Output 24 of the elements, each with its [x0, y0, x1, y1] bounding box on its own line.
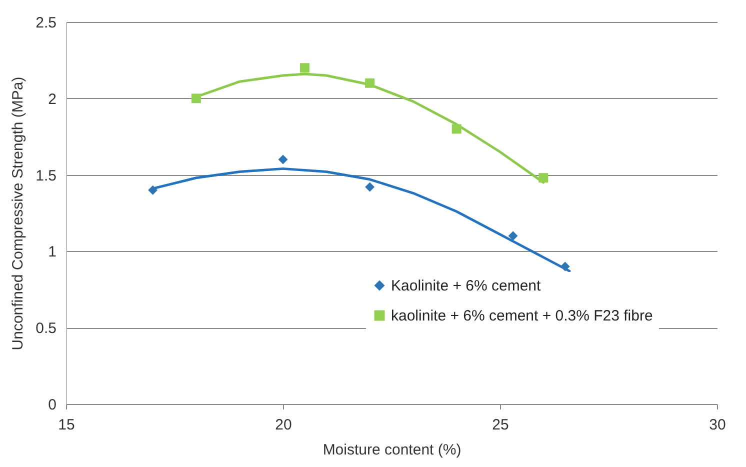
point	[452, 124, 462, 134]
legend-label: kaolinite + 6% cement + 0.3% F23 fibre	[391, 308, 653, 324]
y-tick-label: 1	[48, 244, 56, 261]
x-tick-label: 20	[275, 416, 292, 434]
point	[365, 182, 375, 192]
point	[148, 185, 158, 195]
y-tick-label: 0.5	[36, 320, 56, 338]
y-axis-title: Unconfined Compressive Strength (MPa)	[10, 76, 27, 350]
legend-label: Kaolinite + 6% cement	[391, 278, 542, 294]
point	[191, 94, 201, 104]
point	[560, 262, 570, 272]
x-axis-title: Moisture content (%)	[322, 442, 462, 458]
point	[278, 154, 288, 164]
x-tick-label: 25	[492, 416, 509, 434]
x-tick-label: 15	[58, 416, 75, 434]
y-tick-label: 2	[48, 90, 56, 108]
point	[538, 173, 548, 183]
point	[365, 78, 375, 88]
y-tick-label: 1.5	[36, 167, 56, 184]
y-tick-label: 0	[48, 396, 56, 414]
y-tick-label: 2.5	[36, 14, 56, 32]
point	[300, 63, 310, 73]
point	[508, 231, 518, 241]
x-tick-label: 30	[709, 416, 726, 434]
